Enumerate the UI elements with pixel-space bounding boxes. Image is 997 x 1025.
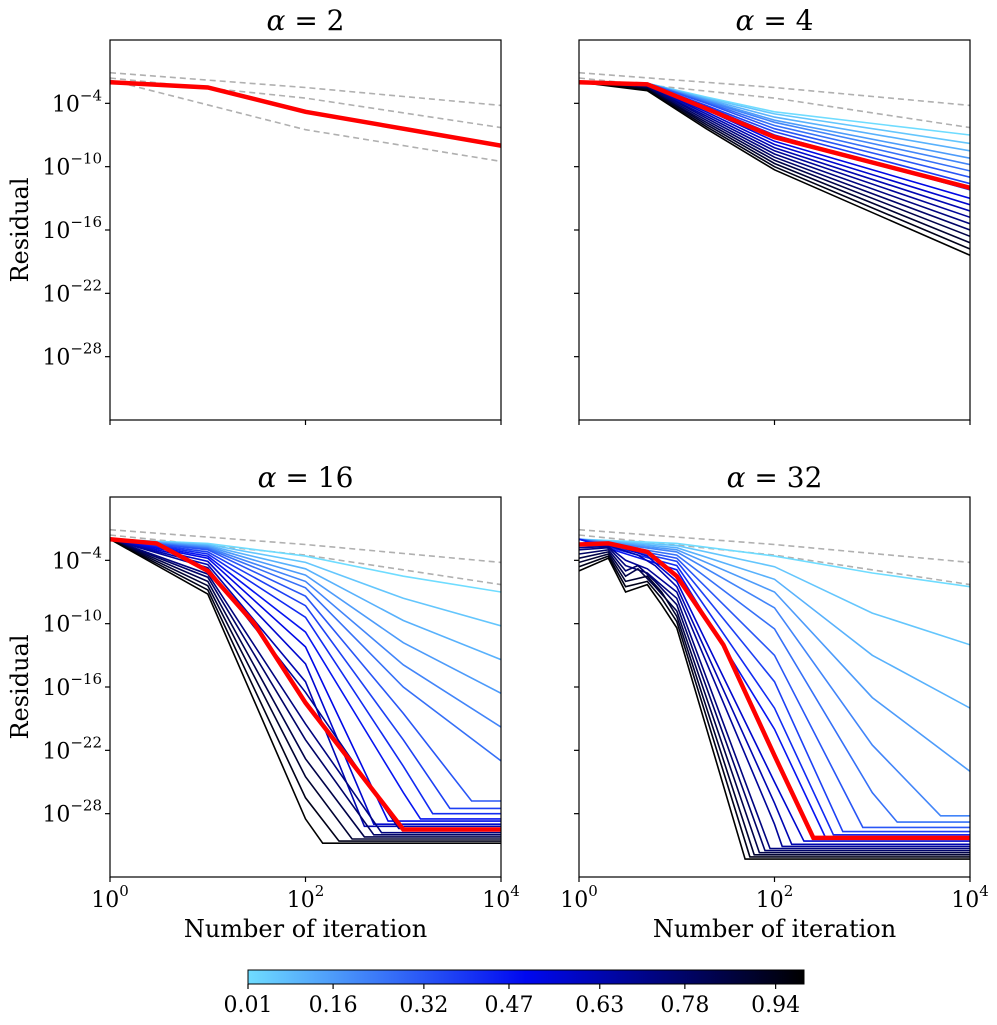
y-tick-label: 10−22 (42, 276, 102, 307)
y-tick-label: 10−10 (42, 150, 102, 181)
y-tick-label: 10−4 (52, 543, 102, 574)
series-line (110, 538, 501, 836)
plot-area (579, 71, 970, 257)
series-line (579, 538, 970, 817)
axes-frame (109, 39, 502, 421)
plot-area (110, 528, 501, 844)
highlight-line (110, 536, 501, 832)
series-line (110, 538, 501, 820)
series-line (579, 81, 970, 250)
plot-area (110, 71, 501, 163)
series-line (579, 546, 970, 850)
series-line (110, 538, 501, 802)
y-axis-label: Residual (6, 177, 34, 282)
subplot-title: α = 4 (736, 4, 814, 37)
series-line (579, 538, 970, 836)
y-tick-label: 10−10 (42, 607, 102, 638)
series-line (579, 548, 970, 852)
series-line (579, 538, 970, 833)
x-tick-label: 100 (560, 882, 598, 913)
colorbar-tick-label: 0.47 (484, 993, 533, 1018)
series-line (110, 538, 501, 844)
series-line (579, 81, 970, 185)
series-line (110, 538, 501, 842)
series-line (579, 538, 970, 823)
series-line (579, 544, 970, 846)
series-line (110, 538, 501, 815)
series-line (110, 538, 501, 828)
subplot-1: α = 2 10−4 10−10 10−16 10−22 10−28 Residual (6, 4, 502, 425)
series-line (579, 553, 970, 856)
series-line (579, 557, 970, 860)
x-tick-label: 102 (756, 882, 794, 913)
reference-line (579, 528, 970, 564)
series-line (579, 538, 970, 646)
colorbar-tick-label: 0.16 (309, 993, 358, 1018)
series-line (579, 545, 970, 848)
colorbar-ticks: 0.01 0.16 0.32 0.47 0.63 0.78 0.94 (224, 984, 800, 1018)
y-tick-label: 10−22 (42, 733, 102, 764)
series-line (579, 81, 970, 219)
colorbar-tick-label: 0.63 (575, 993, 624, 1018)
series-line (579, 81, 970, 166)
y-axis-label: Residual (6, 634, 34, 739)
series-line (579, 555, 970, 858)
x-axis-label: Number of iteration (184, 915, 427, 943)
subplot-title: α = 2 (267, 4, 345, 37)
axes-frame (578, 496, 971, 878)
colorbar: 0.01 0.16 0.32 0.47 0.63 0.78 0.94 (224, 969, 805, 1018)
y-tick-label: 10−28 (42, 340, 102, 371)
subplot-3: α = 16 10−4 10−10 10−16 10−22 10−28 100 102 104 R… (6, 461, 520, 943)
highlight-line (579, 541, 970, 841)
subplot-title: α = 16 (258, 461, 354, 494)
subplot-2: α = 4 (574, 4, 971, 425)
series-line (579, 551, 970, 854)
series-line (110, 538, 501, 834)
y-tick-label: 10−16 (42, 213, 102, 244)
series-line (579, 81, 970, 225)
series-line (579, 538, 970, 773)
reference-line (110, 79, 501, 163)
series-line (579, 81, 970, 238)
y-tick-label: 10−16 (42, 670, 102, 701)
reference-line (110, 528, 501, 564)
series-line (579, 81, 970, 231)
colorbar-tick-label: 0.01 (224, 993, 273, 1018)
colorbar-tick-label: 0.78 (660, 993, 709, 1018)
series-line (579, 538, 970, 709)
highlight-line (579, 79, 970, 190)
x-axis-label: Number of iteration (653, 915, 896, 943)
x-tick-label: 104 (951, 882, 989, 913)
series-line (110, 538, 501, 810)
series-line (110, 538, 501, 838)
y-tick-label: 10−4 (52, 86, 102, 117)
x-tick-label: 104 (482, 882, 520, 913)
colorbar-gradient (247, 969, 805, 985)
series-line (579, 81, 970, 257)
y-tick-label: 10−28 (42, 797, 102, 828)
colorbar-tick-label: 0.32 (399, 993, 448, 1018)
series-line (579, 81, 970, 159)
subplot-4: α = 32 100 102 104 Number of iteration (560, 461, 989, 943)
x-tick-label: 102 (287, 882, 325, 913)
plot-area (579, 528, 970, 860)
highlight-line (110, 79, 501, 148)
series-line (579, 538, 970, 588)
reference-line (579, 71, 970, 107)
series-line (110, 538, 501, 840)
x-tick-label: 100 (91, 882, 129, 913)
subplot-title: α = 32 (727, 461, 823, 494)
colorbar-tick-label: 0.94 (751, 993, 800, 1018)
reference-line (110, 71, 501, 107)
